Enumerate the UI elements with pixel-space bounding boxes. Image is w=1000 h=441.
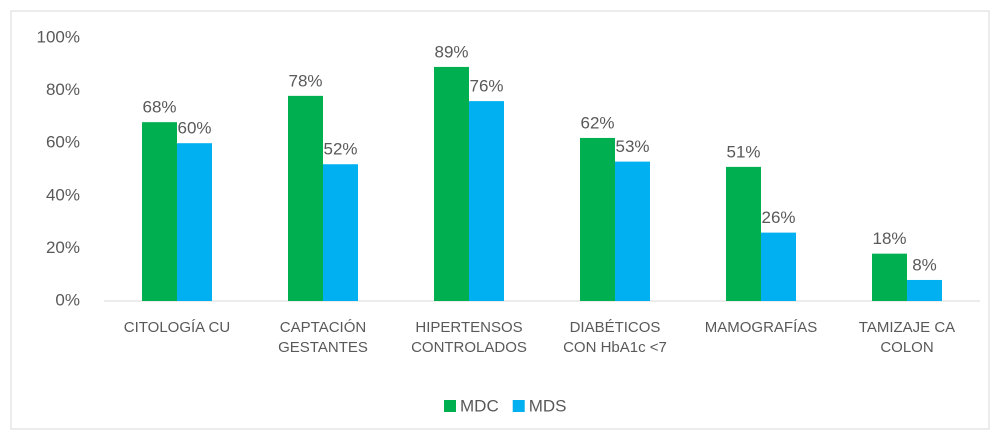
y-tick-label: 0%: [55, 290, 80, 309]
x-tick-label: CAPTACIÓN GESTANTES: [278, 319, 368, 356]
data-label: 51%: [726, 142, 760, 161]
data-label: 60%: [177, 119, 211, 138]
bar: [434, 66, 469, 302]
data-label: 89%: [434, 42, 468, 61]
data-label: 18%: [872, 229, 906, 248]
bar: [907, 279, 942, 301]
x-tick-label: MAMOGRAFÍAS: [704, 319, 818, 336]
legend-swatch: [512, 400, 525, 412]
data-label: 53%: [615, 137, 649, 156]
x-tick-label: TAMIZAJE CA COLON: [858, 319, 956, 356]
bar: [761, 232, 796, 301]
bar: [323, 164, 358, 301]
bar: [872, 253, 907, 301]
x-tick-label: CITOLOGÍA CU: [123, 319, 231, 336]
y-tick-label: 20%: [46, 238, 80, 257]
bar: [288, 95, 323, 301]
data-label: 8%: [912, 255, 937, 274]
data-label: 78%: [288, 71, 322, 90]
bar: [177, 143, 212, 301]
bar: [726, 166, 761, 301]
x-tick-label: DIABÉTICOS CON HbA1c <7: [563, 319, 667, 356]
y-tick-label: 100%: [37, 27, 80, 46]
legend-label: MDC: [460, 396, 499, 415]
bar: [469, 101, 504, 302]
y-tick-label: 40%: [46, 185, 80, 204]
y-tick-label: 80%: [46, 80, 80, 99]
data-label: 26%: [761, 208, 795, 227]
data-label: 52%: [323, 140, 357, 159]
y-tick-label: 60%: [46, 133, 80, 152]
bar: [580, 137, 615, 301]
x-tick-label: HIPERTENSOS CONTROLADOS: [411, 319, 527, 356]
legend-label: MDS: [529, 396, 567, 415]
data-label: 76%: [469, 77, 503, 96]
data-label: 62%: [580, 113, 614, 132]
bar: [142, 122, 177, 301]
data-label: 68%: [142, 98, 176, 117]
bar: [615, 161, 650, 301]
legend-swatch: [444, 400, 456, 412]
